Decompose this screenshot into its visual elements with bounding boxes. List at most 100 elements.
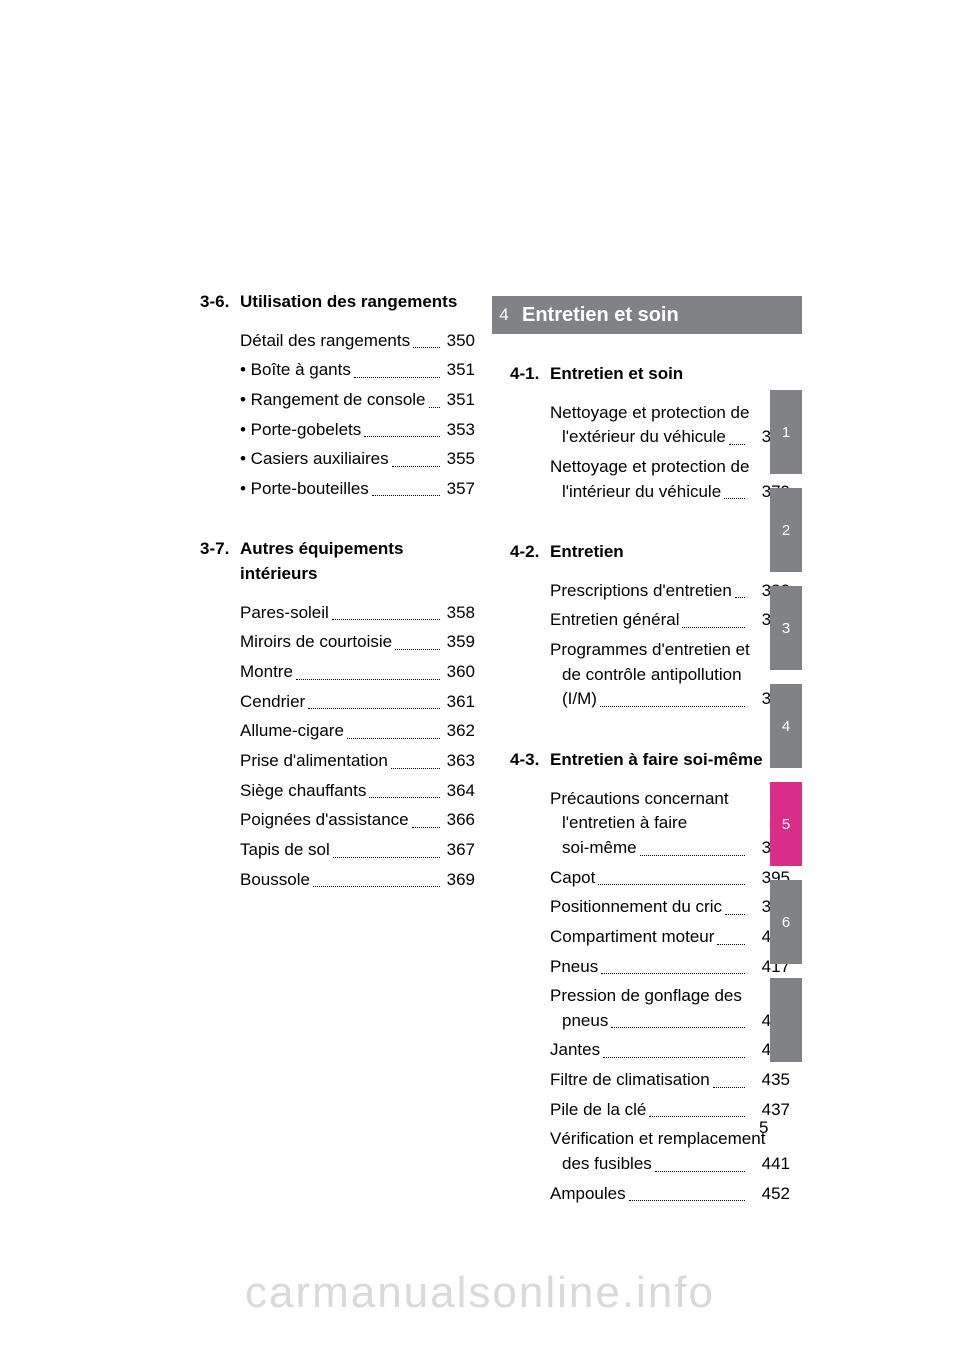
page-number: 5 [759, 1118, 768, 1138]
toc-row: Boussole369 [240, 868, 475, 893]
toc-section: 3-6. Utilisation des rangements Détail d… [200, 290, 475, 501]
toc-page: 360 [443, 660, 475, 685]
toc-row: Ampoules452 [550, 1182, 790, 1207]
side-tab-blank [770, 978, 802, 1062]
leader-dots [333, 857, 440, 858]
section-title-line: intérieurs [240, 564, 317, 583]
toc-row: Miroirs de courtoisie359 [240, 630, 475, 655]
toc-row: Positionnement du cric397 [550, 895, 790, 920]
toc-label-line: Pression de gonflage des [550, 984, 790, 1009]
leader-dots [369, 797, 439, 798]
toc-page: 362 [443, 719, 475, 744]
toc-row: Pares-soleil358 [240, 601, 475, 626]
leader-dots [354, 377, 440, 378]
toc-label: • Porte-bouteilles [240, 477, 369, 502]
toc-section: 4-2. Entretien Prescriptions d'entretien… [510, 540, 790, 712]
toc-row: Capot395 [550, 866, 790, 891]
toc-row: Jantes432 [550, 1038, 790, 1063]
toc-page: 357 [443, 477, 475, 502]
leader-dots [655, 1171, 745, 1172]
toc-label-line: pneus [550, 1009, 608, 1034]
section-number: 4-2. [510, 540, 550, 565]
toc-page: 353 [443, 418, 475, 443]
toc-section: 4-3. Entretien à faire soi-même Précauti… [510, 748, 790, 1206]
leader-dots [640, 855, 745, 856]
toc-page: 351 [443, 358, 475, 383]
toc-row: Pression de gonflage des pneus428 [550, 984, 790, 1033]
toc-page: 351 [443, 388, 475, 413]
toc-page: 363 [443, 749, 475, 774]
toc-row: Nettoyage et protection de l'extérieur d… [550, 401, 790, 450]
toc-row: Nettoyage et protection de l'intérieur d… [550, 455, 790, 504]
toc-label-line: l'extérieur du véhicule [550, 425, 726, 450]
section-title: Utilisation des rangements [240, 290, 475, 315]
toc-page: 367 [443, 838, 475, 863]
toc-label: Compartiment moteur [550, 925, 714, 950]
toc-label: Pares-soleil [240, 601, 329, 626]
side-tab-6: 6 [770, 880, 802, 964]
toc-left-column: 3-6. Utilisation des rangements Détail d… [200, 290, 475, 1242]
toc-row: Entretien général385 [550, 608, 790, 633]
toc-label: • Rangement de console [240, 388, 426, 413]
section-number: 4-3. [510, 748, 550, 773]
toc-label: Pile de la clé [550, 1098, 646, 1123]
toc-row: Compartiment moteur400 [550, 925, 790, 950]
side-tab-2: 2 [770, 488, 802, 572]
toc-page: 441 [748, 1152, 790, 1177]
toc-label: Prescriptions d'entretien [550, 579, 732, 604]
toc-label-multiline: Programmes d'entretien et de contrôle an… [550, 638, 790, 712]
leader-dots [725, 914, 745, 915]
section-heading: 3-7. Autres équipements intérieurs [200, 537, 475, 586]
toc-label: Montre [240, 660, 293, 685]
leader-dots [347, 738, 440, 739]
section-number: 4-1. [510, 362, 550, 387]
leader-dots [724, 498, 745, 499]
leader-dots [717, 944, 745, 945]
toc-row: Détail des rangements350 [240, 329, 475, 354]
toc-label: Capot [550, 866, 595, 891]
toc-label: Cendrier [240, 690, 305, 715]
section-title-line: Autres équipements [240, 539, 403, 558]
toc-label-line: des fusibles [550, 1152, 652, 1177]
toc-label-multiline: Nettoyage et protection de l'intérieur d… [550, 455, 790, 504]
toc-row: • Rangement de console 351 [240, 388, 475, 413]
toc-row: Siège chauffants364 [240, 779, 475, 804]
toc-row: Poignées d'assistance366 [240, 808, 475, 833]
section-title: Entretien à faire soi-même [550, 748, 790, 773]
toc-label-line: Nettoyage et protection de [550, 455, 790, 480]
leader-dots [372, 495, 440, 496]
leader-dots [735, 597, 745, 598]
toc-label-line: l'entretien à faire [550, 811, 790, 836]
toc-label: Entretien général [550, 608, 679, 633]
toc-label: Siège chauffants [240, 779, 366, 804]
toc-page: 359 [443, 630, 475, 655]
page-root: { "layout": { "page_width": 960, "page_h… [0, 0, 960, 1358]
leader-dots [308, 708, 439, 709]
toc-row: Pile de la clé437 [550, 1098, 790, 1123]
leader-dots [391, 768, 440, 769]
leader-dots [332, 619, 440, 620]
toc-row: Précautions concernant l'entretien à fai… [550, 787, 790, 861]
section-title: Entretien et soin [550, 362, 790, 387]
toc-list: Nettoyage et protection de l'extérieur d… [510, 401, 790, 505]
toc-label-line: Vérification et remplacement [550, 1127, 790, 1152]
toc-label: Positionnement du cric [550, 895, 722, 920]
toc-row: Filtre de climatisation435 [550, 1068, 790, 1093]
leader-dots [413, 347, 440, 348]
toc-label-multiline: Précautions concernant l'entretien à fai… [550, 787, 790, 861]
toc-row: • Porte-gobelets353 [240, 418, 475, 443]
toc-row: Vérification et remplacement des fusible… [550, 1127, 790, 1176]
section-heading: 4-3. Entretien à faire soi-même [510, 748, 790, 773]
toc-page: 350 [443, 329, 475, 354]
leader-dots [313, 886, 440, 887]
toc-label-line: Nettoyage et protection de [550, 401, 790, 426]
toc-section: 3-7. Autres équipements intérieurs Pares… [200, 537, 475, 892]
leader-dots [392, 466, 440, 467]
toc-label: Allume-cigare [240, 719, 344, 744]
section-title: Autres équipements intérieurs [240, 537, 475, 586]
toc-row: • Boîte à gants351 [240, 358, 475, 383]
leader-dots [412, 827, 440, 828]
toc-label-line: Programmes d'entretien et [550, 638, 790, 663]
side-tabs: 1 2 3 4 5 6 [770, 390, 802, 1076]
toc-list: Pares-soleil358 Miroirs de courtoisie359… [200, 601, 475, 892]
